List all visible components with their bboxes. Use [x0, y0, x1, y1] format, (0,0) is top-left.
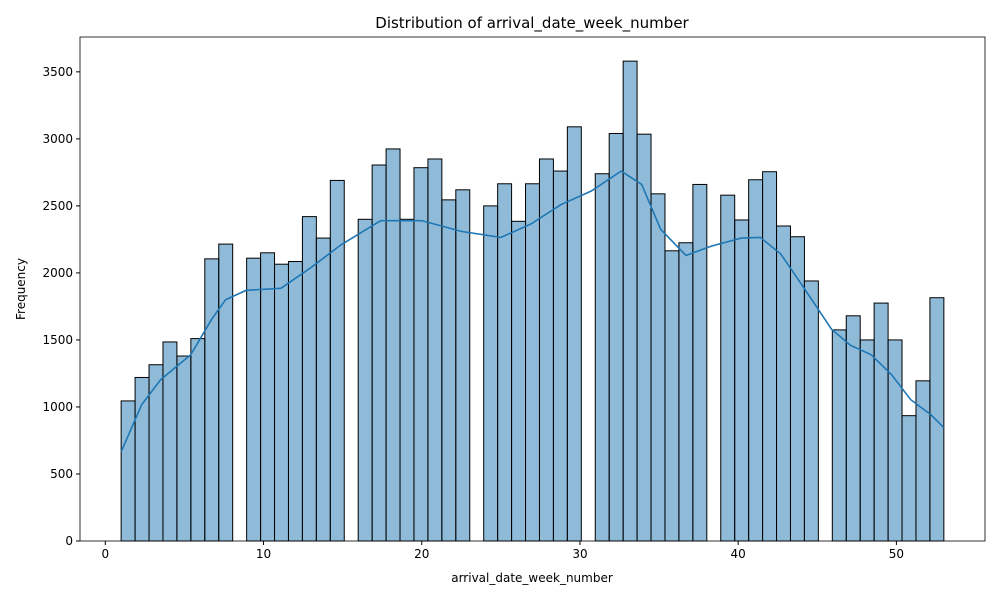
- x-tick-label: 30: [572, 547, 587, 561]
- y-tick-label: 2500: [42, 199, 73, 213]
- y-tick-label: 2000: [42, 266, 73, 280]
- bar: [399, 218, 415, 542]
- bar: [734, 219, 750, 542]
- bar: [552, 170, 568, 542]
- bar: [357, 218, 373, 542]
- bar: [776, 225, 791, 542]
- y-tick-label: 3000: [42, 132, 73, 146]
- bar: [287, 261, 303, 542]
- bar: [274, 263, 289, 542]
- bar: [260, 252, 276, 542]
- bar: [789, 236, 805, 542]
- y-axis-label: Frequency: [14, 258, 28, 320]
- bar: [176, 355, 192, 542]
- bar: [134, 376, 150, 542]
- bar: [720, 194, 736, 542]
- bar: [566, 126, 582, 542]
- bar: [873, 302, 889, 542]
- chart-title: Distribution of arrival_date_week_number: [375, 14, 689, 33]
- bar: [664, 250, 680, 542]
- bar: [120, 400, 136, 542]
- bar: [329, 179, 345, 542]
- bar: [246, 257, 262, 542]
- x-tick-label: 50: [889, 547, 904, 561]
- bar: [315, 237, 331, 542]
- y-tick-label: 1000: [42, 400, 73, 414]
- kde-line: [120, 170, 945, 453]
- bar: [204, 258, 220, 542]
- y-tick-label: 0: [65, 534, 73, 548]
- x-tick-label: 40: [731, 547, 746, 561]
- bar: [385, 148, 401, 542]
- bar: [413, 167, 429, 542]
- bar: [594, 173, 610, 542]
- bar: [929, 297, 945, 542]
- y-tick-label: 3500: [42, 65, 73, 79]
- bar: [748, 179, 764, 542]
- x-tick-label: 0: [101, 547, 109, 561]
- bar: [762, 171, 778, 542]
- bar: [831, 329, 847, 542]
- bar: [636, 133, 652, 542]
- bar: [483, 205, 499, 542]
- bar: [608, 133, 624, 542]
- bar: [218, 243, 234, 542]
- bar: [692, 183, 708, 542]
- bar: [525, 183, 540, 542]
- x-axis-label: arrival_date_week_number: [451, 571, 613, 585]
- bar: [678, 242, 694, 542]
- bar: [441, 199, 457, 542]
- bar: [190, 338, 206, 542]
- x-tick-label: 20: [414, 547, 429, 561]
- bar: [455, 189, 471, 542]
- plot-frame: [79, 36, 986, 542]
- bar: [622, 60, 638, 542]
- bar: [901, 415, 917, 542]
- y-tick-label: 1500: [42, 333, 73, 347]
- x-tick-label: 10: [256, 547, 271, 561]
- bar: [887, 339, 903, 542]
- y-tick-label: 500: [50, 467, 73, 481]
- bar: [511, 220, 527, 542]
- bar: [650, 193, 666, 542]
- bar: [427, 158, 443, 542]
- bar: [859, 339, 875, 542]
- bar: [803, 280, 819, 542]
